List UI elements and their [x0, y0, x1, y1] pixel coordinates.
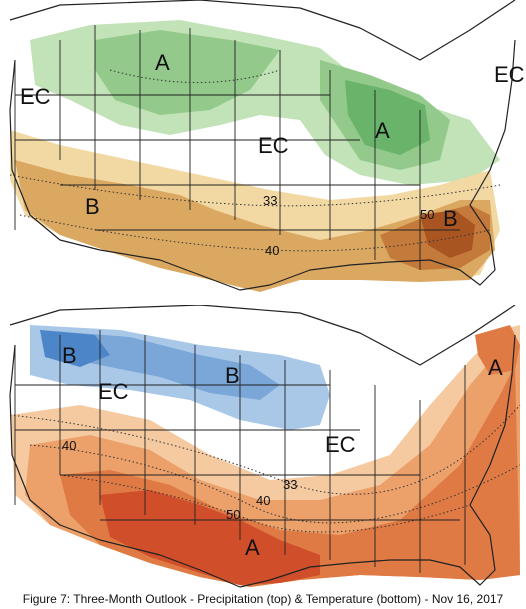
temperature-outlook-map: B B A A EC EC 40 33 40 50 — [0, 305, 526, 590]
contour-label-50: 50 — [420, 207, 434, 222]
contour-label-50: 50 — [226, 507, 240, 522]
contour-line-50 — [59, 474, 471, 533]
contour-label-40-south: 40 — [256, 493, 270, 508]
label-below-southwest: B — [85, 194, 100, 219]
contour-line-above — [109, 69, 281, 83]
label-ec-northeast: EC — [494, 62, 525, 87]
label-below-northwest: B — [62, 343, 77, 368]
label-ec-west: EC — [98, 379, 129, 404]
land-outline — [9, 0, 516, 61]
below-normal-dark-region — [40, 330, 110, 367]
label-ec-central: EC — [325, 432, 356, 457]
us-coastline — [9, 39, 516, 291]
precipitation-outlook-map: A A B B EC EC EC 33 40 50 — [0, 0, 526, 300]
below-normal-darkest-region — [420, 210, 475, 258]
label-ec-central: EC — [258, 133, 289, 158]
temperature-map-svg: B B A A EC EC 40 33 40 50 — [9, 305, 521, 588]
state-boundaries — [14, 330, 466, 573]
label-ec-west: EC — [20, 84, 51, 109]
figure-caption: Figure 7: Three-Month Outlook - Precipit… — [22, 592, 504, 606]
label-below-north-plains: B — [225, 363, 240, 388]
above-normal-darkest-region — [100, 490, 320, 585]
contour-label-40: 40 — [265, 243, 279, 258]
above-normal-mid-region — [95, 30, 280, 115]
label-below-southeast: B — [443, 206, 458, 231]
above-normal-darkest-region-northeast — [475, 325, 520, 375]
contour-label-33: 33 — [263, 193, 277, 208]
above-normal-dark-region-east — [345, 80, 430, 155]
state-boundaries — [14, 25, 460, 270]
precipitation-map-svg: A A B B EC EC EC 33 40 50 — [9, 0, 525, 292]
contour-line-33 — [9, 174, 501, 207]
label-above-north: A — [155, 50, 170, 75]
label-above-northeast: A — [488, 355, 503, 380]
land-outline — [9, 305, 516, 366]
us-coastline — [9, 334, 516, 588]
contour-label-33: 33 — [283, 477, 297, 492]
label-above-southwest: A — [245, 535, 260, 560]
contour-line-40 — [19, 214, 491, 252]
contour-label-40: 40 — [62, 438, 76, 453]
label-above-great-lakes: A — [375, 118, 390, 143]
